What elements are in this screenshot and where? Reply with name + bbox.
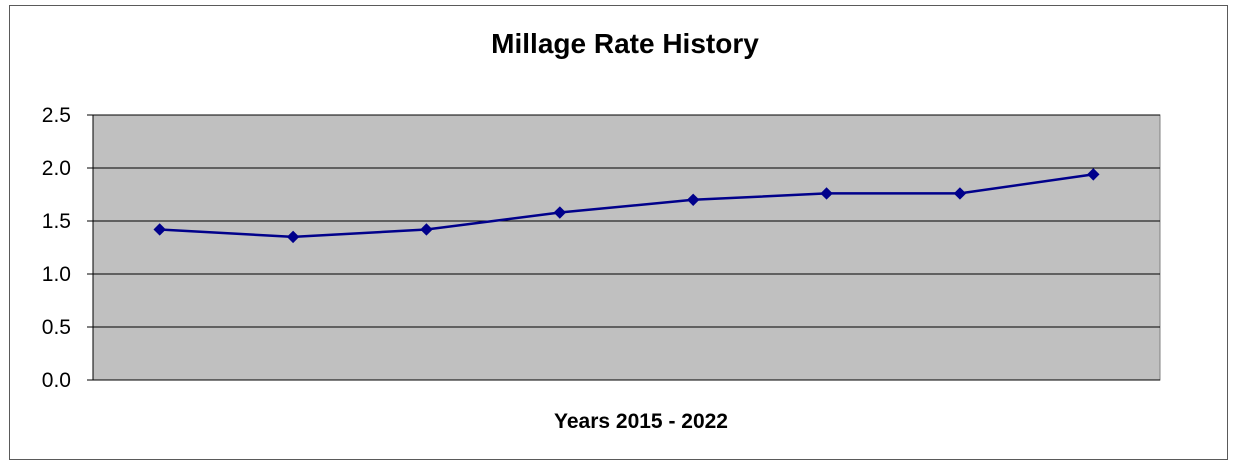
data-point-marker [820, 187, 833, 200]
data-point-marker [153, 223, 166, 236]
x-axis-title: Years 2015 - 2022 [554, 410, 728, 433]
y-axis: 0.0 0.5 1.0 1.5 2.0 2.5 [42, 104, 1160, 392]
y-tick-label: 2.0 [42, 157, 71, 180]
y-tick-label: 0.5 [42, 316, 71, 339]
gridlines [93, 114, 1160, 328]
data-point-marker [686, 193, 700, 207]
y-tick-label: 1.5 [42, 210, 71, 233]
data-point-marker [553, 206, 567, 219]
series-line [159, 173, 1094, 239]
series-line-group [153, 168, 1100, 244]
data-point-marker [420, 223, 433, 236]
data-point-marker [286, 230, 300, 244]
y-tick-label: 1.0 [42, 263, 71, 286]
chart-title: Millage Rate History [491, 28, 759, 59]
data-point-marker [953, 187, 967, 200]
y-tick-label: 0.0 [42, 369, 71, 392]
data-point-marker [1087, 168, 1100, 181]
plot-area [92, 114, 1161, 381]
y-tick-label: 2.5 [42, 104, 71, 127]
